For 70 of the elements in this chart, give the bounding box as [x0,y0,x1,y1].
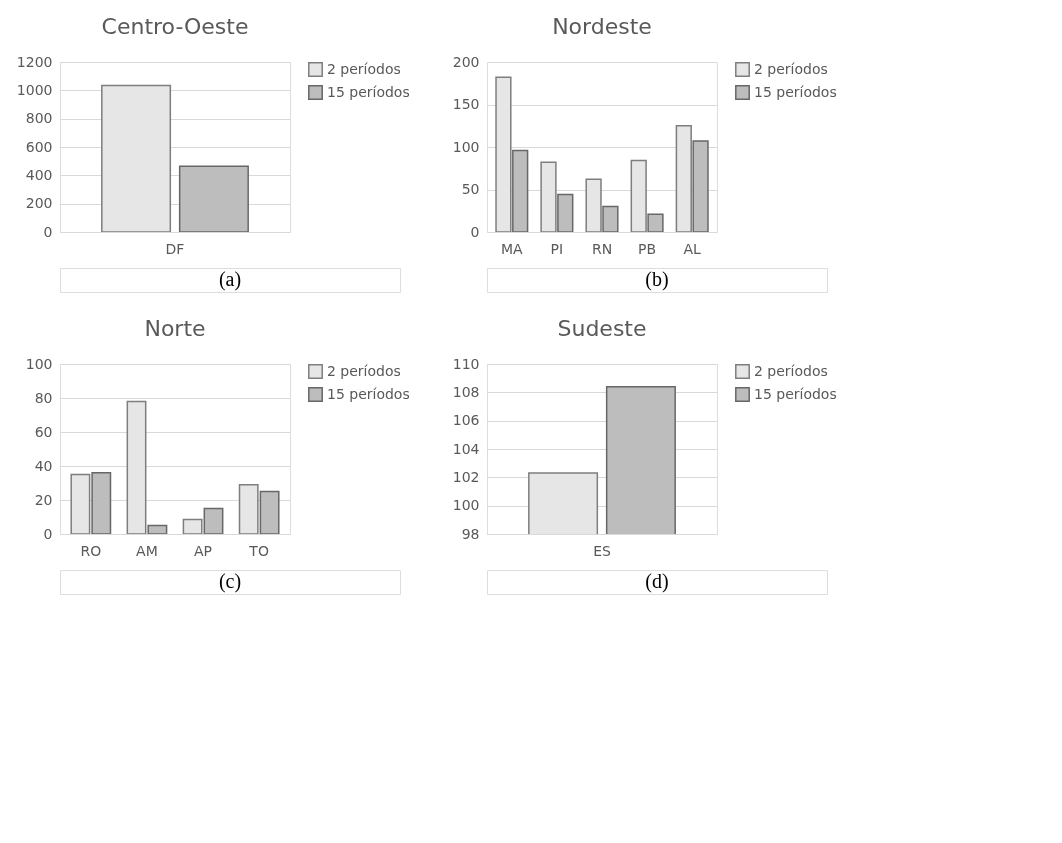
bar [557,193,574,232]
x-tick-label: AP [194,542,213,559]
y-tick-label: 106 [452,412,480,429]
x-tick-label: AM [136,542,158,559]
x-tick-label: ES [593,542,611,559]
y-tick-label: 600 [25,138,53,155]
y-tick-label: 1200 [16,53,53,70]
y-tick-label: 102 [452,468,480,485]
bar [647,213,664,232]
x-tick-label: PB [638,240,657,257]
x-tick-label: TO [248,542,269,559]
legend-label: 2 períodos [754,60,828,77]
y-tick-label: 100 [452,138,480,155]
bar [585,178,602,232]
y-tick-label: 50 [461,181,480,197]
chart-title: Sudeste [557,316,647,341]
bar [512,149,529,232]
text: (a) [218,268,242,291]
y-tick-label: 40 [34,457,53,474]
legend-label: 15 períodos [754,385,837,402]
x-tick-label: AL [683,240,702,257]
bar [675,125,692,232]
x-tick-label: RN [591,240,613,257]
chart-title: Nordeste [552,14,652,39]
y-tick-label: 110 [452,355,480,372]
bar [602,205,619,232]
bar [692,140,709,232]
text: (c) [218,570,242,593]
y-tick-label: 0 [470,223,480,240]
y-tick-label: 104 [452,440,480,457]
legend-label: 2 períodos [754,362,828,379]
legend-label: 15 períodos [327,385,410,402]
y-tick-label: 800 [25,110,53,127]
bar [238,483,259,534]
bar [540,161,557,232]
x-tick-label: PI [550,240,564,257]
y-tick-label: 200 [25,195,53,212]
y-tick-label: 400 [25,166,53,183]
bar [630,159,647,232]
bar [70,473,91,534]
text: (d) [645,570,669,593]
bar [182,518,203,534]
y-tick-label: 100 [452,497,480,514]
legend-label: 2 períodos [327,362,401,379]
y-tick-label: 98 [461,525,480,542]
bar [91,472,112,534]
y-tick-label: 1000 [16,81,53,98]
y-tick-label: 60 [34,423,53,440]
x-tick-label: RO [80,542,102,559]
y-tick-label: 20 [34,491,53,508]
legend-label: 2 períodos [327,60,401,77]
legend-label: 15 períodos [327,83,410,100]
chart-title: Centro-Oeste [101,14,249,39]
x-tick-label: MA [500,240,524,257]
bar [126,400,147,534]
y-tick-label: 80 [34,389,53,406]
x-tick-label: DF [165,240,185,257]
bar [259,490,280,534]
y-tick-label: 200 [452,53,480,70]
bar [147,524,168,534]
y-tick-label: 0 [43,223,53,240]
y-tick-label: 150 [452,96,480,112]
chart-title: Norte [144,316,206,341]
bar [203,507,224,534]
y-tick-label: 100 [25,355,53,372]
y-tick-label: 0 [43,525,53,542]
bar [495,76,512,232]
text: (b) [645,268,669,291]
y-tick-label: 108 [452,383,480,400]
legend-label: 15 períodos [754,83,837,100]
